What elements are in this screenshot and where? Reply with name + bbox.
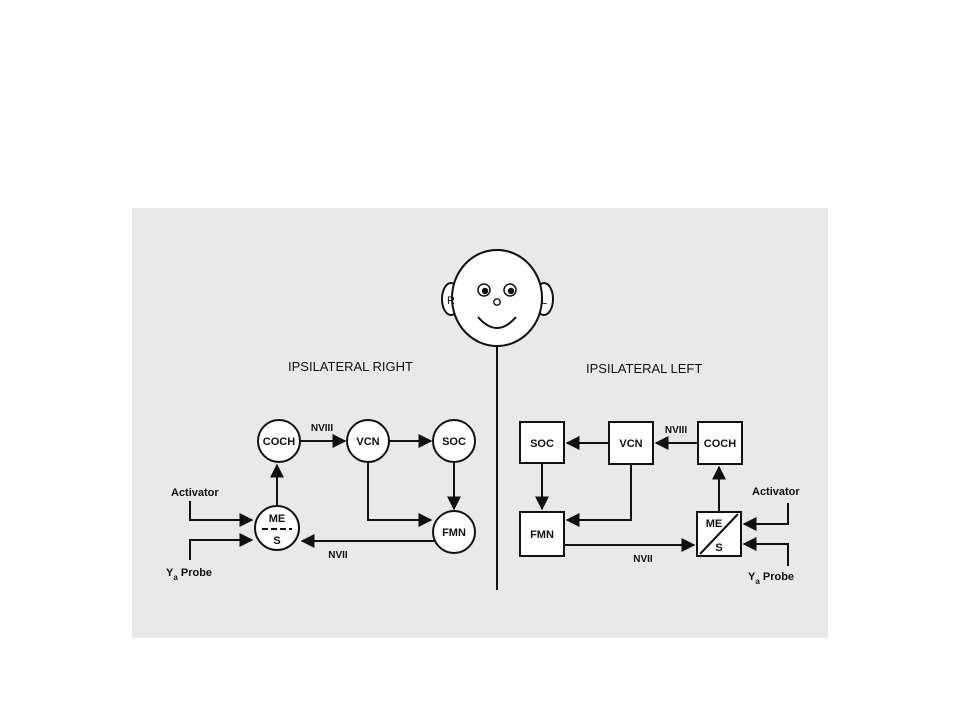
left-coch-label: COCH: [704, 438, 736, 450]
nose: [493, 298, 501, 306]
left-activator-label: Activator: [752, 486, 800, 498]
left-fmn-node: [519, 511, 565, 557]
right-probe-label: Ya Probe: [166, 567, 212, 582]
right-pathway: COCH VCN SOC FMN ME S NVIII NVII Activat…: [166, 419, 476, 582]
right-activator-arrow: [189, 501, 254, 527]
right-coch-label: COCH: [263, 436, 295, 448]
right-vcn-to-fmn-arrow: [367, 462, 433, 527]
left-fmn-label: FMN: [530, 529, 554, 541]
face-icon: R L: [441, 249, 554, 347]
left-vcn-to-fmn-arrow: [565, 464, 632, 527]
left-nvii-label: NVII: [633, 554, 653, 565]
left-vcn-label: VCN: [619, 438, 642, 450]
right-nviii-label: NVIII: [311, 423, 333, 434]
left-soc-label: SOC: [530, 438, 554, 450]
title-ipsilateral-right: IPSILATERAL RIGHT: [288, 359, 413, 374]
title-ipsilateral-left: IPSILATERAL LEFT: [586, 361, 702, 376]
right-fmn-label: FMN: [442, 527, 466, 539]
right-fmn-node: [432, 510, 476, 554]
left-coch-node: [697, 421, 743, 465]
left-activator-arrow: [742, 503, 789, 531]
left-me-label: ME: [706, 518, 723, 530]
mouth: [477, 316, 517, 329]
right-ear-label: R: [447, 295, 455, 307]
right-activator-label: Activator: [171, 487, 219, 499]
right-soc-label: SOC: [442, 436, 466, 448]
right-nvii-label: NVII: [328, 550, 348, 561]
left-nviii-label: NVIII: [665, 425, 687, 436]
left-probe-arrow: [742, 537, 789, 566]
right-s-label: S: [273, 535, 280, 547]
left-probe-label: Ya Probe: [748, 571, 794, 586]
right-me-label: ME: [269, 513, 286, 525]
right-probe-arrow: [189, 533, 254, 560]
right-vcn-label: VCN: [356, 436, 379, 448]
left-ear-label: L: [541, 295, 547, 307]
left-s-label: S: [715, 542, 722, 554]
left-pathway: SOC VCN COCH FMN ME S NVIII NVII Activat…: [519, 421, 800, 586]
left-vcn-node: [608, 421, 654, 465]
